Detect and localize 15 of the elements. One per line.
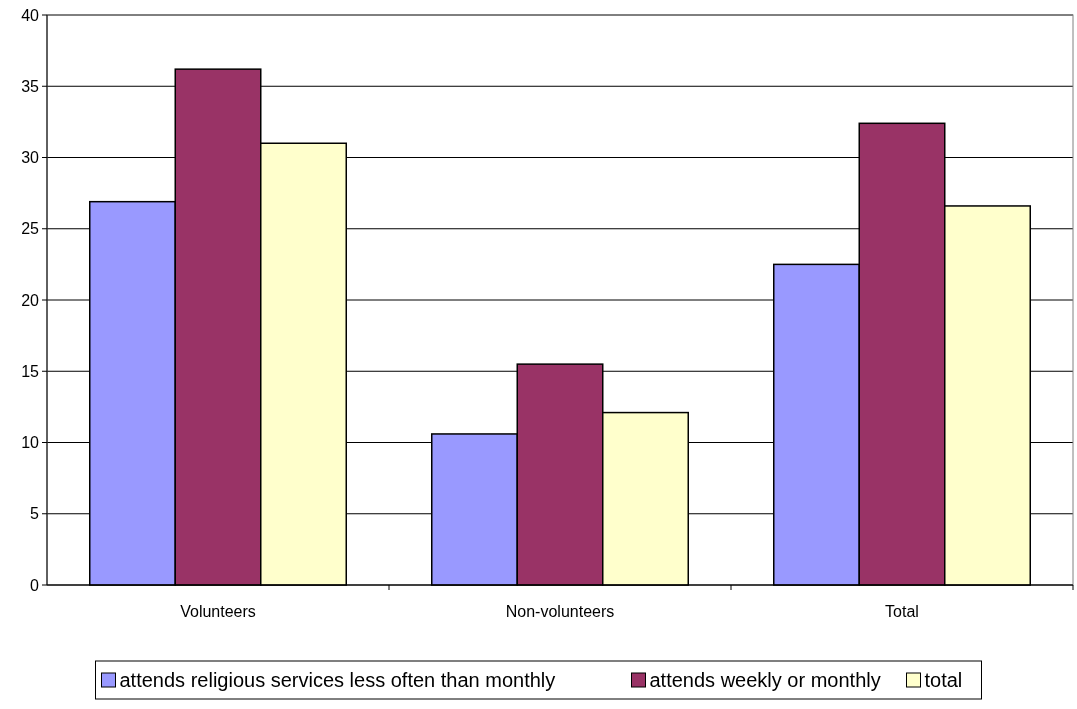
y-tick-label: 25 bbox=[21, 220, 40, 238]
y-tick-label: 15 bbox=[21, 362, 40, 380]
y-tick-label: 35 bbox=[21, 77, 40, 95]
y-tick-label: 10 bbox=[21, 434, 40, 452]
y-tick-label: 0 bbox=[30, 576, 40, 594]
y-tick-label: 30 bbox=[21, 149, 40, 167]
x-tick-label: Volunteers bbox=[180, 603, 256, 620]
y-tick-label: 40 bbox=[21, 6, 40, 24]
x-tick-label: Non-volunteers bbox=[505, 603, 615, 620]
legend-label: attends religious services less often than monthly bbox=[119, 669, 556, 691]
legend-label: total bbox=[924, 669, 963, 691]
y-tick-label: 5 bbox=[30, 505, 40, 523]
legend-label: attends weekly or monthly bbox=[649, 669, 881, 691]
x-tick-label: Total bbox=[885, 603, 919, 620]
y-tick-label: 20 bbox=[21, 291, 40, 309]
